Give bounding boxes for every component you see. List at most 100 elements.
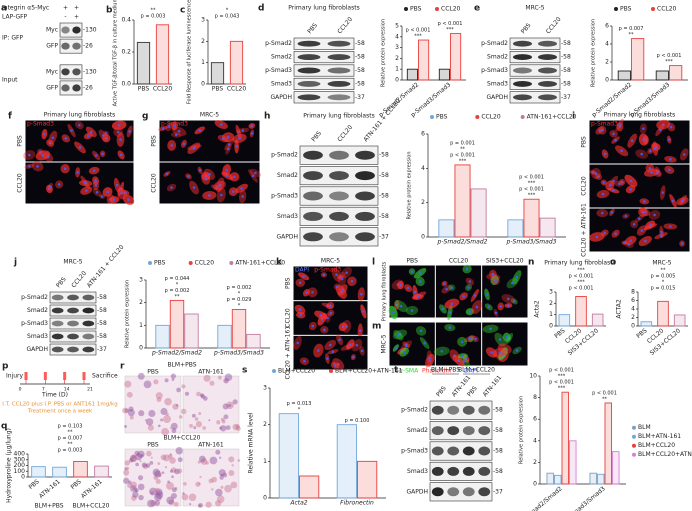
nucleus xyxy=(655,172,659,175)
nucleus xyxy=(448,326,452,329)
blot-band xyxy=(355,232,375,242)
tissue xyxy=(158,473,162,477)
micro-title: Primary lung fibroblasts xyxy=(44,112,115,119)
bar xyxy=(438,68,450,81)
panel-letter: d xyxy=(258,4,264,14)
blot-strip xyxy=(429,461,493,481)
nucleus xyxy=(250,132,254,135)
legend-label: BLM xyxy=(638,424,651,431)
nucleus xyxy=(602,181,606,184)
blot-strip xyxy=(509,51,561,64)
blot-band xyxy=(462,426,475,436)
bar xyxy=(31,466,46,478)
significance: *** xyxy=(577,268,585,274)
tissue xyxy=(143,380,152,389)
y-tick-label: 2 xyxy=(263,421,267,428)
row-label: MRC-5 xyxy=(381,334,388,353)
tissue xyxy=(171,475,174,479)
significance: p = 0.003 xyxy=(58,448,83,454)
blot-band xyxy=(72,26,81,34)
tissue xyxy=(124,460,130,466)
lane-label: PBS xyxy=(520,22,533,35)
nucleus xyxy=(348,343,352,346)
tissue xyxy=(219,426,223,430)
tissue xyxy=(156,397,162,403)
significance: ** xyxy=(151,8,157,14)
tissue xyxy=(172,403,179,410)
x-tick-label: CCL20 xyxy=(227,86,247,93)
nucleus xyxy=(170,186,173,189)
nucleus xyxy=(515,349,519,352)
tissue xyxy=(138,410,145,417)
blot-band xyxy=(303,150,323,160)
mw-marker: -130 xyxy=(83,68,97,75)
tissue xyxy=(132,487,136,490)
tissue xyxy=(153,475,159,480)
nucleus xyxy=(225,168,228,172)
row-label: CCL20 xyxy=(581,176,588,196)
band-name: GFP xyxy=(46,84,58,91)
y-tick-label: 4 xyxy=(631,306,635,313)
y-axis-label: ACTA2 xyxy=(616,299,623,318)
y-tick-label: 6 xyxy=(631,297,635,304)
bar xyxy=(357,460,378,499)
nucleus xyxy=(28,164,31,168)
lane-label: CCL20 xyxy=(336,124,354,143)
band-name: GFP xyxy=(46,43,58,50)
y-tick-label: 2 xyxy=(549,300,553,307)
nucleus xyxy=(167,125,171,128)
nucleus xyxy=(251,174,255,178)
tissue xyxy=(124,467,128,471)
x-tick-label: PBS xyxy=(69,478,82,491)
nucleus xyxy=(608,184,612,187)
mw-marker: -58 xyxy=(379,152,389,159)
blot-band xyxy=(355,150,375,160)
tissue xyxy=(220,485,224,489)
mw-marker: -26 xyxy=(83,43,93,50)
band-name: p-Smad2 xyxy=(271,152,298,159)
tissue xyxy=(161,427,170,436)
bar xyxy=(591,313,604,327)
row-label: CCL20 + ATN-161 xyxy=(285,326,292,380)
significance: ** xyxy=(68,430,74,436)
blot-band xyxy=(61,26,70,34)
nucleus xyxy=(643,210,647,214)
legend-label: α-SMA xyxy=(399,368,419,375)
nucleus xyxy=(127,198,130,202)
bar xyxy=(52,466,67,478)
stain-label: p-Smad3 xyxy=(27,121,54,128)
legend-swatch xyxy=(475,115,480,119)
y-tick-label: 0 xyxy=(21,474,25,481)
tissue xyxy=(149,487,157,496)
y-tick-label: 400 xyxy=(14,451,26,458)
tissue xyxy=(220,425,227,432)
bar xyxy=(604,402,612,485)
nucleus xyxy=(128,130,131,133)
nucleus xyxy=(119,138,122,141)
tissue xyxy=(219,456,222,459)
nucleus xyxy=(92,169,96,172)
tissue xyxy=(211,488,214,491)
tissue xyxy=(154,470,162,478)
y-tick-label: 0 xyxy=(201,81,205,88)
tissue xyxy=(164,397,172,406)
syringe xyxy=(82,372,86,380)
tissue xyxy=(237,459,241,462)
nucleus xyxy=(601,128,604,132)
legend-swatch xyxy=(272,369,276,373)
tissue xyxy=(171,378,175,381)
band-name: Smad2 xyxy=(27,307,48,314)
lane-label: PBS xyxy=(310,130,323,143)
tissue xyxy=(231,464,234,467)
panel-letter: c xyxy=(180,6,185,16)
blot-band xyxy=(447,446,460,456)
tissue xyxy=(232,399,238,405)
significance: p = 0.005 xyxy=(651,274,676,280)
nucleus xyxy=(341,325,345,329)
bar xyxy=(507,219,524,238)
y-axis-label: Hydroxyproline (μg/lung) xyxy=(6,428,13,503)
panel-letter: f xyxy=(8,112,12,122)
tissue xyxy=(146,450,152,457)
blot-band xyxy=(355,191,375,201)
mw-marker: -58 xyxy=(561,54,571,61)
